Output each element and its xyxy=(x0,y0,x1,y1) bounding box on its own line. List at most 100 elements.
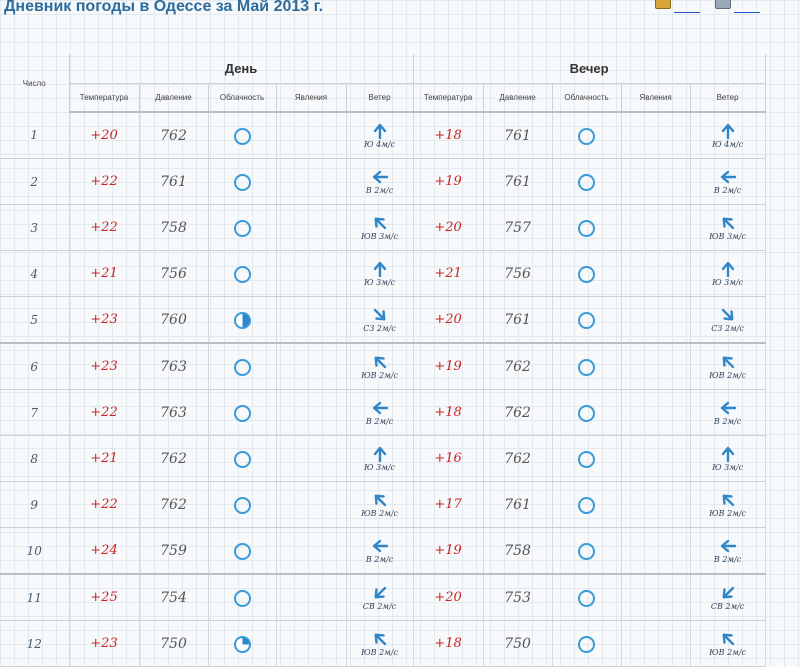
table-row: 9 +22 762 ЮВ 2м/с +17 761 ЮВ 2м/с xyxy=(0,481,766,528)
day-wind-header: Ветер xyxy=(346,83,414,113)
eve-temperature-cell: +18 xyxy=(413,620,484,667)
eve-wind-label: ЮВ 2м/с xyxy=(709,370,746,380)
day-temperature-cell: +25 xyxy=(69,574,140,621)
eve-pressure-cell: 762 xyxy=(483,435,553,482)
eve-wind-label: В 2м/с xyxy=(713,416,742,426)
day-wind-cell: В 2м/с xyxy=(346,158,414,205)
evening-group-header: Вечер xyxy=(413,54,766,84)
eve-cloudiness-cell xyxy=(552,204,622,251)
day-phenomena-cell xyxy=(276,112,347,159)
arrow-up-left-icon xyxy=(374,494,386,506)
arrow-up-left-icon xyxy=(722,494,734,506)
eve-cloudiness-cell xyxy=(552,112,622,159)
day-phenomena-cell xyxy=(276,435,347,482)
day-cloudiness-cell xyxy=(208,527,277,575)
day-wind-cell: ЮВ 3м/с xyxy=(346,204,414,251)
day-wind-label: Ю 3м/с xyxy=(364,462,396,472)
day-temperature-cell: +23 xyxy=(69,296,140,344)
eve-pressure-cell: 761 xyxy=(483,158,553,205)
table-row: 5 +23 760 СЗ 2м/с +20 761 СЗ 2м/с xyxy=(0,296,766,344)
day-wind-label: ЮВ 2м/с xyxy=(361,370,398,380)
day-pressure-cell: 750 xyxy=(139,620,209,667)
eve-cloudiness-cell xyxy=(552,296,622,344)
day-temperature-cell: +21 xyxy=(69,250,140,297)
day-pressure-cell: 754 xyxy=(139,574,209,621)
day-temperature-cell: +24 xyxy=(69,527,140,575)
eve-pressure-cell: 750 xyxy=(483,620,553,667)
day-pressure-cell: 763 xyxy=(139,389,209,436)
eve-phenomena-cell xyxy=(621,527,691,575)
eve-temperature-cell: +20 xyxy=(413,296,484,344)
table-row: 4 +21 756 Ю 3м/с +21 756 Ю 3м/с xyxy=(0,250,766,297)
eve-wind-label: Ю 3м/с xyxy=(712,277,744,287)
day-wind-cell: СВ 2м/с xyxy=(346,574,414,621)
clear-sky-icon xyxy=(233,590,251,607)
eve-phenomena-cell xyxy=(621,204,691,251)
arrow-up-left-icon xyxy=(722,356,734,368)
day-phenomena-cell xyxy=(276,620,347,667)
informer-link[interactable] xyxy=(673,11,700,13)
date-cell: 1 xyxy=(0,112,70,159)
day-wind-label: В 2м/с xyxy=(365,185,394,195)
date-cell: 2 xyxy=(0,158,70,205)
eve-temperature-cell: +18 xyxy=(413,389,484,436)
eve-wind-label: СВ 2м/с xyxy=(710,601,745,611)
eve-cloudiness-cell xyxy=(552,250,622,297)
eve-pressure-cell: 762 xyxy=(483,389,553,436)
arrow-down-right-icon xyxy=(721,308,734,320)
clear-sky-icon xyxy=(578,359,596,376)
eve-phenomena-cell xyxy=(621,158,691,205)
table-row: 6 +23 763 ЮВ 2м/с +19 762 ЮВ 2м/с xyxy=(0,343,766,390)
day-wind-label: Ю 3м/с xyxy=(364,277,396,287)
arrow-left-icon xyxy=(372,170,388,183)
clear-sky-icon xyxy=(578,543,596,560)
eve-phenomena-cell xyxy=(621,343,691,390)
arrow-down-right-icon xyxy=(373,308,385,320)
clear-sky-icon xyxy=(578,405,596,422)
day-wind-label: ЮВ 2м/с xyxy=(361,508,398,518)
mostly-clear-icon xyxy=(233,636,251,653)
date-cell: 7 xyxy=(0,389,70,436)
arrow-up-left-icon xyxy=(722,217,734,229)
date-cell: 5 xyxy=(0,296,70,344)
informer-icon[interactable] xyxy=(654,0,671,9)
table-row: 8 +21 762 Ю 3м/с +16 762 Ю 3м/с xyxy=(0,435,766,482)
eve-wind-cell: СЗ 2м/с xyxy=(690,296,766,344)
date-cell: 9 xyxy=(0,481,70,528)
eve-temperature-cell: +19 xyxy=(413,527,484,575)
eve-phenomena-cell xyxy=(621,296,691,344)
clear-sky-icon xyxy=(578,128,596,145)
clear-sky-icon xyxy=(233,266,251,283)
arrow-left-icon xyxy=(720,401,736,414)
print-icon[interactable] xyxy=(715,0,731,9)
day-wind-label: ЮВ 2м/с xyxy=(361,647,398,657)
evening-phenomena-header: Явления xyxy=(621,83,691,113)
clear-sky-icon xyxy=(578,590,596,607)
clear-sky-icon xyxy=(578,451,596,468)
day-temperature-cell: +21 xyxy=(69,435,140,482)
table-row: 2 +22 761 В 2м/с +19 761 В 2м/с xyxy=(0,158,766,205)
day-wind-cell: В 2м/с xyxy=(346,389,414,436)
day-pressure-cell: 756 xyxy=(139,250,209,297)
arrow-left-icon xyxy=(720,170,736,183)
date-cell: 12 xyxy=(0,620,70,667)
eve-phenomena-cell xyxy=(621,481,691,528)
day-wind-cell: СЗ 2м/с xyxy=(346,296,414,344)
day-pressure-cell: 759 xyxy=(139,527,209,575)
day-wind-cell: ЮВ 2м/с xyxy=(346,343,414,390)
eve-wind-label: ЮВ 2м/с xyxy=(709,647,746,657)
eve-wind-cell: В 2м/с xyxy=(690,527,766,575)
day-temperature-cell: +23 xyxy=(69,343,140,390)
day-wind-cell: Ю 4м/с xyxy=(346,112,414,159)
eve-temperature-cell: +20 xyxy=(413,574,484,621)
eve-wind-cell: СВ 2м/с xyxy=(690,574,766,621)
clear-sky-icon xyxy=(578,266,596,283)
eve-wind-cell: Ю 3м/с xyxy=(690,250,766,297)
clear-sky-icon xyxy=(233,128,251,145)
day-temperature-cell: +22 xyxy=(69,158,140,205)
eve-phenomena-cell xyxy=(621,250,691,297)
eve-wind-label: ЮВ 2м/с xyxy=(709,508,746,518)
print-link[interactable] xyxy=(734,11,760,13)
eve-pressure-cell: 761 xyxy=(483,112,553,159)
weather-table: Число День Вечер Температура Давление Об… xyxy=(0,54,766,667)
